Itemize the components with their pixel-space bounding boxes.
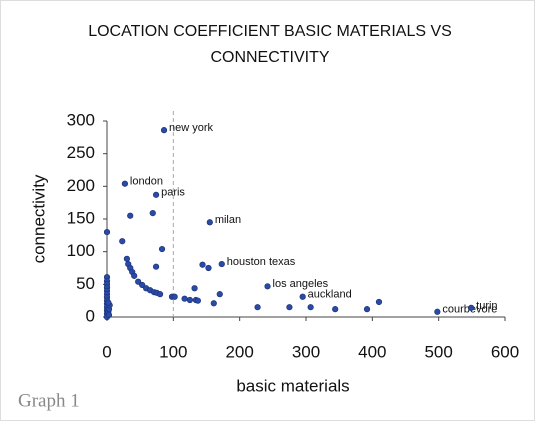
caption: Graph 1 bbox=[18, 390, 80, 411]
point-label: new york bbox=[169, 122, 214, 134]
x-axis-label: basic materials bbox=[236, 376, 349, 395]
y-tick-label: 250 bbox=[67, 143, 95, 162]
point bbox=[152, 263, 160, 270]
point bbox=[299, 293, 306, 300]
point bbox=[121, 180, 129, 187]
point bbox=[216, 291, 223, 298]
point bbox=[363, 306, 371, 313]
x-tick-label: 300 bbox=[292, 342, 320, 361]
point bbox=[264, 283, 271, 290]
point bbox=[181, 295, 188, 302]
point bbox=[171, 293, 178, 300]
y-tick-label: 100 bbox=[67, 241, 95, 260]
x-tick-label: 100 bbox=[159, 342, 187, 361]
point bbox=[191, 285, 198, 292]
y-tick-label: 300 bbox=[67, 110, 95, 129]
point bbox=[149, 210, 156, 217]
point bbox=[332, 306, 339, 313]
point bbox=[156, 291, 164, 298]
x-tick-label: 600 bbox=[491, 342, 519, 361]
point bbox=[160, 127, 168, 134]
x-tick-label: 400 bbox=[358, 342, 386, 361]
y-tick-label: 150 bbox=[67, 208, 95, 227]
point bbox=[199, 261, 206, 268]
point bbox=[307, 304, 314, 311]
chart-title: CONNECTIVITY bbox=[210, 49, 329, 66]
point bbox=[434, 308, 441, 315]
point bbox=[286, 304, 293, 311]
point bbox=[139, 281, 146, 289]
x-tick-label: 200 bbox=[225, 342, 253, 361]
point bbox=[123, 255, 130, 262]
point bbox=[468, 304, 475, 311]
point bbox=[375, 298, 383, 306]
point bbox=[105, 311, 113, 319]
point bbox=[127, 212, 134, 219]
chart-title: LOCATION COEFFICIENT BASIC MATERIALS VS bbox=[88, 23, 452, 40]
point-label: paris bbox=[161, 187, 185, 199]
x-tick-label: 0 bbox=[102, 342, 111, 361]
point bbox=[119, 238, 126, 245]
point-label: houston texas bbox=[227, 256, 296, 268]
point-label: london bbox=[130, 176, 163, 188]
y-tick-label: 0 bbox=[86, 306, 95, 325]
point bbox=[152, 191, 160, 198]
y-tick-label: 50 bbox=[76, 274, 95, 293]
point-label: milan bbox=[215, 214, 241, 226]
point bbox=[210, 300, 217, 307]
point-label: los angeles bbox=[273, 278, 329, 290]
point bbox=[254, 304, 261, 311]
point bbox=[194, 297, 201, 304]
point bbox=[206, 219, 213, 226]
point-label: auckland bbox=[308, 289, 352, 301]
point bbox=[135, 278, 142, 285]
y-axis-label: connectivity bbox=[29, 174, 48, 263]
x-tick-label: 500 bbox=[424, 342, 452, 361]
point bbox=[158, 245, 166, 253]
y-tick-label: 200 bbox=[67, 176, 95, 195]
point bbox=[131, 272, 138, 279]
point bbox=[205, 264, 212, 272]
point bbox=[103, 228, 111, 236]
point bbox=[105, 299, 112, 306]
point bbox=[186, 296, 194, 304]
point-label: turin bbox=[476, 300, 497, 312]
point bbox=[218, 260, 225, 268]
